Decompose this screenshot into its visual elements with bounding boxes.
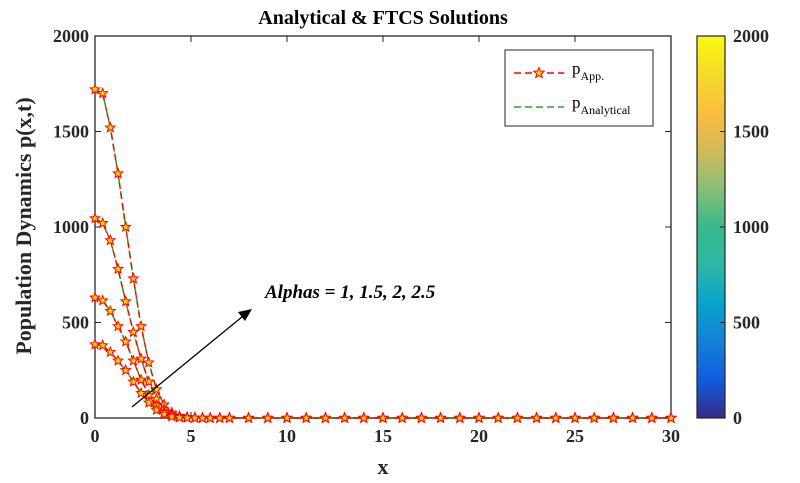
approx-point [104,345,117,358]
legend-entry-analytical: pAnalytical [514,93,631,117]
approx-point [150,383,163,395]
y-tick-label: 1500 [53,122,89,142]
approx-point [142,356,155,368]
colorbar-tick-label: 2000 [733,26,769,46]
approx-point [112,319,125,332]
x-tick-label: 30 [662,426,680,446]
alphas-annotation: Alphas = 1, 1.5, 2, 2.5 [264,282,436,303]
approx-point [242,411,255,424]
approx-point [511,411,524,424]
approx-point [127,354,140,366]
approx-point [112,167,125,179]
y-tick-label: 0 [80,408,89,428]
chart-title: Analytical & FTCS Solutions [258,7,508,29]
approx-point [357,411,370,424]
approx-point [319,411,332,424]
annotation-arrow [131,309,252,408]
approx-point [96,216,109,229]
approx-point [88,338,102,350]
x-tick-label: 0 [91,426,100,446]
approx-point [135,319,148,332]
legend-approx-sub: App. [581,69,605,83]
approx-point [280,411,294,424]
approx-point [376,411,390,424]
approx-point [434,411,447,424]
approx-point [104,121,117,133]
approx-point [530,411,543,424]
legend: pApp. pAnalytical [504,49,654,127]
approx-point [135,373,148,385]
approx-point [96,294,109,306]
approx-point [204,411,217,424]
approx-point [664,411,678,424]
legend-entry-approx: pApp. [514,59,604,83]
approx-point [96,339,109,351]
approx-point [119,363,132,376]
colorbar-tick-label: 500 [733,313,760,333]
approx-point [150,403,163,416]
x-axis-label: x [378,454,389,479]
legend-approx-main: p [572,59,581,78]
approx-point [549,411,562,424]
approx-point [112,354,125,366]
approx-point [588,411,601,424]
colorbar-tick-label: 1000 [733,217,769,237]
approx-point [453,411,466,424]
colorbar-tick-label: 0 [733,408,742,428]
approx-point [607,411,620,424]
x-tick-label: 15 [374,426,392,446]
approx-point [88,291,102,303]
approx-point [119,295,132,307]
approx-point [568,411,582,424]
y-tick-label: 500 [62,313,89,333]
approx-point [142,375,155,387]
approx-point [88,212,102,224]
colorbar-ticks: 0 500 1000 1500 2000 [720,26,769,428]
x-tick-label: 5 [187,426,196,446]
approx-point [213,411,226,424]
approx-point [142,396,155,408]
approx-point [626,411,639,424]
approx-point [112,262,125,275]
approx-point [261,411,274,424]
approx-point [135,386,148,399]
y-tick-label: 1000 [53,217,89,237]
x-tick-label: 20 [470,426,488,446]
approx-point [127,325,140,338]
x-tick-label: 10 [278,426,296,446]
approx-point [119,335,132,347]
approx-point [300,411,313,424]
approx-point [119,220,132,233]
colorbar-tick-label: 1500 [733,122,769,142]
approx-point [492,411,505,424]
approx-point [127,375,140,387]
approx-point [104,234,117,246]
approx-point [88,83,102,95]
svg-text:pApp.: pApp. [572,59,604,83]
approx-point [223,411,236,424]
x-tick-label: 25 [566,426,584,446]
approx-point [165,410,178,422]
approx-point [338,411,351,424]
svg-text:pAnalytical: pAnalytical [572,93,631,117]
approx-point [396,411,409,424]
axis-ticks: 0 5 10 15 20 25 30 0 500 1000 1500 2000 [53,26,680,446]
series-layer [88,83,678,424]
legend-analytical-sub: Analytical [581,103,632,117]
y-axis-label: Population Dynamics p(x,t) [11,97,36,354]
approx-point [127,272,140,284]
approx-point [96,86,109,99]
legend-analytical-main: p [572,93,581,112]
approx-point [472,411,486,424]
approx-point [158,407,171,420]
y-tick-label: 2000 [53,26,89,46]
approx-point [104,304,117,317]
legend-star-icon [532,66,546,79]
approx-point [135,352,148,364]
approx-point [415,411,428,424]
approx-point [645,411,658,424]
